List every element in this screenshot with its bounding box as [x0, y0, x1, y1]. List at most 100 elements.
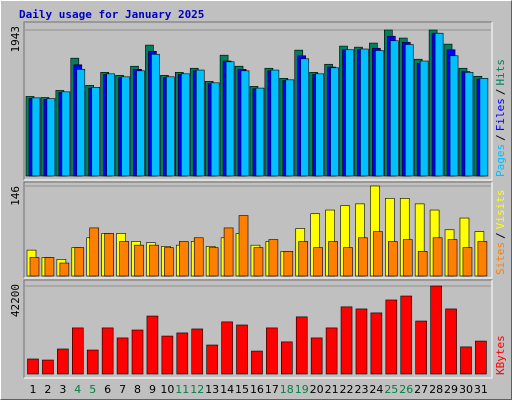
- panel-edge: [24, 182, 493, 279]
- legend-entry: Hits: [494, 59, 507, 86]
- bar: [255, 87, 265, 177]
- bar: [283, 251, 294, 277]
- bar: [59, 262, 70, 277]
- bar: [298, 241, 309, 277]
- bar: [89, 227, 100, 277]
- bar: [375, 50, 384, 177]
- bar: [27, 358, 39, 375]
- bar: [449, 55, 459, 177]
- x-tick-label: 5: [89, 383, 96, 396]
- x-tick-label: 29: [444, 383, 458, 396]
- y-tick-label: 146: [9, 186, 22, 206]
- bar: [310, 337, 323, 375]
- bar: [210, 82, 220, 177]
- legend-entry: Files: [494, 98, 507, 131]
- bar: [61, 91, 71, 177]
- bar: [221, 321, 233, 375]
- bar: [236, 324, 248, 375]
- bar: [116, 337, 129, 375]
- bar: [119, 241, 129, 277]
- bar: [325, 327, 338, 375]
- x-tick-label: 12: [190, 383, 204, 396]
- x-tick-label: 23: [354, 383, 368, 396]
- bar: [477, 241, 488, 277]
- bar: [328, 241, 338, 277]
- bar: [343, 247, 353, 277]
- x-tick-label: 28: [429, 383, 443, 396]
- panel-edge: [24, 22, 493, 181]
- bar: [402, 239, 413, 277]
- bar: [355, 308, 368, 375]
- bar: [181, 73, 190, 177]
- bar: [390, 40, 399, 177]
- bar: [475, 340, 487, 375]
- legend-entry: Pages: [494, 144, 507, 177]
- legend-entry: Sites: [494, 242, 507, 275]
- bar: [223, 227, 234, 277]
- x-tick-label: 17: [265, 383, 279, 396]
- bar: [29, 257, 40, 277]
- bar: [270, 69, 280, 177]
- bar: [176, 332, 189, 375]
- bar: [419, 60, 429, 177]
- bar: [400, 295, 413, 375]
- bar: [146, 315, 159, 375]
- bar: [44, 257, 55, 277]
- legend: Pages / Files / Hits: [494, 59, 507, 177]
- legend: KBytes: [494, 335, 507, 375]
- bar: [134, 244, 144, 277]
- legend-separator: /: [494, 89, 507, 96]
- bar: [74, 247, 85, 277]
- bar: [91, 87, 101, 177]
- bar: [385, 299, 398, 375]
- bar: [404, 44, 414, 177]
- bar: [313, 247, 323, 277]
- bar: [149, 244, 159, 277]
- x-tick-label: 7: [119, 383, 126, 396]
- bar: [71, 327, 84, 375]
- bar: [57, 348, 69, 375]
- x-tick-label: 8: [134, 383, 141, 396]
- bar: [253, 247, 264, 277]
- x-tick-label: 25: [384, 383, 398, 396]
- panel-edge: [24, 280, 493, 379]
- bar: [460, 346, 472, 375]
- x-tick-label: 11: [175, 383, 189, 396]
- bar: [358, 237, 368, 277]
- bar: [285, 79, 295, 177]
- x-tick-label: 9: [149, 383, 156, 396]
- panel-edge: [23, 21, 492, 180]
- bar: [268, 239, 279, 277]
- bar: [434, 32, 444, 177]
- bar: [193, 237, 204, 277]
- x-tick-label: 30: [459, 383, 473, 396]
- legend: Sites / Visits: [494, 190, 507, 276]
- x-tick-label: 4: [74, 383, 81, 396]
- x-tick-label: 3: [59, 383, 66, 396]
- bar: [447, 239, 458, 277]
- bar: [86, 349, 99, 375]
- bar: [161, 335, 174, 375]
- bar: [370, 312, 383, 375]
- bar: [121, 76, 130, 177]
- bar: [415, 320, 427, 375]
- bar: [360, 48, 369, 177]
- bar: [266, 327, 278, 375]
- x-tick-label: 27: [414, 383, 428, 396]
- y-tick-label: 1943: [9, 26, 22, 53]
- legend-separator: /: [494, 134, 507, 141]
- y-tick-label: 42200: [9, 284, 22, 317]
- bar: [76, 68, 86, 177]
- bar: [164, 247, 174, 277]
- bar: [136, 70, 145, 177]
- bar: [206, 344, 218, 375]
- x-tick-label: 21: [325, 383, 339, 396]
- x-tick-label: 1: [30, 383, 37, 396]
- bar: [101, 327, 114, 375]
- x-tick-label: 10: [160, 383, 174, 396]
- x-tick-label: 20: [310, 383, 324, 396]
- x-tick-label: 16: [250, 383, 264, 396]
- bar: [104, 233, 114, 277]
- bar: [330, 67, 339, 177]
- bar: [345, 49, 354, 177]
